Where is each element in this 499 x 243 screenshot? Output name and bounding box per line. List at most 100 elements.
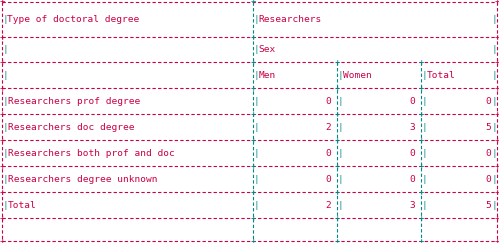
Text: |: | [253, 15, 259, 24]
Text: Type of doctoral degree: Type of doctoral degree [7, 15, 139, 24]
Text: +: + [250, 162, 255, 171]
Text: +: + [495, 214, 499, 223]
Text: |: | [491, 148, 497, 157]
Text: |: | [253, 122, 259, 131]
Text: Researchers prof degree: Researchers prof degree [8, 96, 140, 105]
Text: |: | [491, 15, 497, 24]
Text: +: + [418, 188, 424, 197]
Text: +: + [495, 188, 499, 197]
Text: +: + [334, 110, 340, 119]
Text: 0: 0 [325, 96, 331, 105]
Text: 3: 3 [409, 200, 415, 209]
Text: |: | [337, 200, 343, 209]
Text: +: + [0, 236, 4, 243]
Text: |: | [491, 70, 497, 79]
Text: 2: 2 [325, 122, 331, 131]
Text: |: | [2, 148, 8, 157]
Text: +: + [250, 188, 255, 197]
Text: +: + [334, 162, 340, 171]
Text: |: | [2, 45, 8, 54]
Text: +: + [0, 58, 4, 67]
Text: |: | [253, 96, 259, 105]
Text: Researchers doc degree: Researchers doc degree [8, 122, 135, 131]
Text: +: + [334, 236, 340, 243]
Text: |: | [253, 148, 259, 157]
Text: Total: Total [427, 70, 456, 79]
Text: +: + [0, 0, 4, 7]
Text: |: | [421, 96, 427, 105]
Text: |: | [253, 200, 259, 209]
Text: |: | [2, 200, 8, 209]
Text: +: + [495, 136, 499, 145]
Text: +: + [334, 214, 340, 223]
Text: +: + [250, 58, 255, 67]
Text: 0: 0 [409, 148, 415, 157]
Text: +: + [250, 110, 255, 119]
Text: +: + [0, 84, 4, 93]
Text: +: + [495, 0, 499, 7]
Text: Total: Total [8, 200, 37, 209]
Text: 0: 0 [485, 148, 491, 157]
Text: +: + [495, 33, 499, 42]
Text: +: + [334, 84, 340, 93]
Text: 0: 0 [325, 148, 331, 157]
Text: |: | [2, 15, 8, 24]
Text: |: | [337, 122, 343, 131]
Text: +: + [418, 214, 424, 223]
Text: +: + [250, 136, 255, 145]
Text: +: + [495, 110, 499, 119]
Text: |: | [421, 70, 427, 79]
Text: |: | [337, 148, 343, 157]
Text: +: + [0, 214, 4, 223]
Text: +: + [0, 33, 4, 42]
Text: +: + [418, 84, 424, 93]
Text: +: + [0, 188, 4, 197]
Text: |: | [2, 174, 8, 183]
Text: Researchers: Researchers [258, 15, 321, 24]
Text: |: | [337, 70, 343, 79]
Text: Sex: Sex [258, 45, 275, 54]
Text: |: | [421, 200, 427, 209]
Text: |: | [253, 70, 259, 79]
Text: +: + [418, 236, 424, 243]
Text: 5: 5 [485, 200, 491, 209]
Text: +: + [250, 33, 255, 42]
Text: 0: 0 [485, 96, 491, 105]
Text: 0: 0 [485, 174, 491, 183]
Text: +: + [0, 110, 4, 119]
Text: Researchers degree unknown: Researchers degree unknown [8, 174, 158, 183]
Text: +: + [0, 136, 4, 145]
Text: Men: Men [259, 70, 276, 79]
Text: Researchers both prof and doc: Researchers both prof and doc [8, 148, 175, 157]
Text: +: + [334, 58, 340, 67]
Text: +: + [495, 162, 499, 171]
Text: |: | [2, 96, 8, 105]
Text: 5: 5 [485, 122, 491, 131]
Text: +: + [495, 236, 499, 243]
Text: |: | [253, 174, 259, 183]
Text: +: + [0, 162, 4, 171]
Text: +: + [418, 110, 424, 119]
Text: |: | [421, 174, 427, 183]
Text: |: | [491, 200, 497, 209]
Text: |: | [2, 122, 8, 131]
Text: 0: 0 [409, 96, 415, 105]
Text: +: + [250, 236, 255, 243]
Text: 0: 0 [325, 174, 331, 183]
Text: +: + [495, 58, 499, 67]
Text: |: | [2, 70, 8, 79]
Text: |: | [337, 96, 343, 105]
Text: +: + [418, 136, 424, 145]
Text: |: | [421, 148, 427, 157]
Text: +: + [418, 58, 424, 67]
Text: +: + [250, 214, 255, 223]
Text: +: + [495, 84, 499, 93]
Text: +: + [334, 188, 340, 197]
Text: |: | [491, 45, 497, 54]
Text: +: + [334, 136, 340, 145]
Text: +: + [418, 162, 424, 171]
Text: |: | [421, 122, 427, 131]
Text: 2: 2 [325, 200, 331, 209]
Text: |: | [491, 96, 497, 105]
Text: |: | [491, 122, 497, 131]
